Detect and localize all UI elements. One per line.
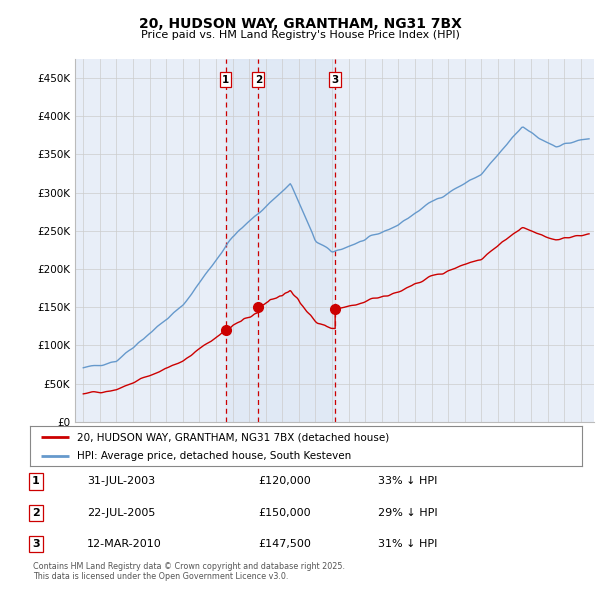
Text: 20, HUDSON WAY, GRANTHAM, NG31 7BX (detached house): 20, HUDSON WAY, GRANTHAM, NG31 7BX (deta… — [77, 432, 389, 442]
Text: 31-JUL-2003: 31-JUL-2003 — [87, 477, 155, 486]
Text: 33% ↓ HPI: 33% ↓ HPI — [378, 477, 437, 486]
Text: 1: 1 — [222, 74, 229, 84]
Text: 3: 3 — [332, 74, 339, 84]
Text: 1: 1 — [32, 477, 40, 486]
Text: Price paid vs. HM Land Registry's House Price Index (HPI): Price paid vs. HM Land Registry's House … — [140, 30, 460, 40]
Text: 2: 2 — [255, 74, 262, 84]
Text: £150,000: £150,000 — [258, 508, 311, 517]
Text: 31% ↓ HPI: 31% ↓ HPI — [378, 539, 437, 549]
Text: 3: 3 — [32, 539, 40, 549]
Text: 22-JUL-2005: 22-JUL-2005 — [87, 508, 155, 517]
Text: £147,500: £147,500 — [258, 539, 311, 549]
Text: Contains HM Land Registry data © Crown copyright and database right 2025.
This d: Contains HM Land Registry data © Crown c… — [33, 562, 345, 581]
Bar — [259, 59, 335, 422]
Text: £120,000: £120,000 — [258, 477, 311, 486]
Bar — [226, 59, 259, 422]
Text: 12-MAR-2010: 12-MAR-2010 — [87, 539, 162, 549]
Text: 20, HUDSON WAY, GRANTHAM, NG31 7BX: 20, HUDSON WAY, GRANTHAM, NG31 7BX — [139, 17, 461, 31]
Text: 29% ↓ HPI: 29% ↓ HPI — [378, 508, 437, 517]
Text: 2: 2 — [32, 508, 40, 517]
Text: HPI: Average price, detached house, South Kesteven: HPI: Average price, detached house, Sout… — [77, 451, 351, 461]
